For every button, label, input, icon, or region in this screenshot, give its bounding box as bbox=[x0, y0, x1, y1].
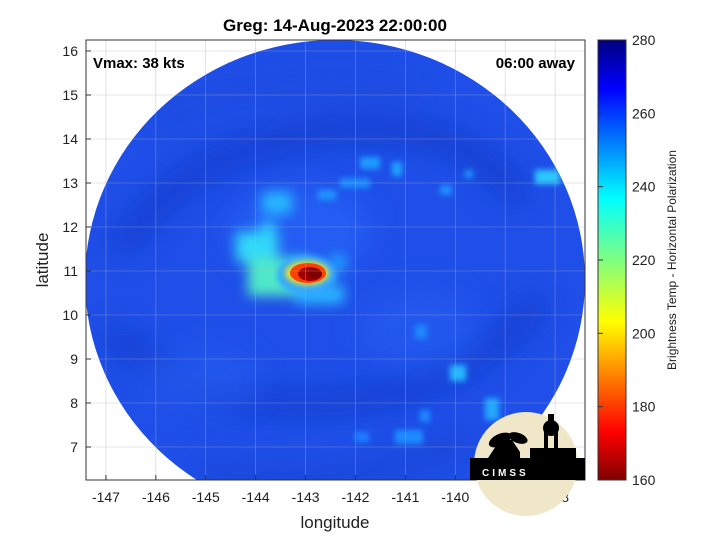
colorbar-tick-label: 220 bbox=[632, 252, 656, 268]
swath-image bbox=[86, 40, 585, 480]
colorbar-tick-label: 180 bbox=[632, 399, 656, 415]
x-tick-label: -144 bbox=[242, 489, 270, 505]
colorbar-tick-label: 280 bbox=[632, 32, 656, 48]
colorbar-tick-label: 240 bbox=[632, 179, 656, 195]
colorbar-ticks: 160 180 200 220 240 260 280 bbox=[598, 32, 656, 488]
x-tick-label: -147 bbox=[92, 489, 120, 505]
x-tick-label: -140 bbox=[441, 489, 469, 505]
grid bbox=[86, 40, 585, 480]
time-away-annotation: 06:00 away bbox=[496, 55, 576, 72]
x-tick-label: -145 bbox=[192, 489, 220, 505]
y-tick-label: 16 bbox=[62, 43, 78, 59]
cimss-logo: CIMSS bbox=[470, 412, 585, 516]
colorbar-tick-label: 200 bbox=[632, 325, 656, 341]
y-tick-label: 7 bbox=[70, 439, 78, 455]
logo-text: CIMSS bbox=[482, 468, 529, 479]
x-tick-label: -141 bbox=[391, 489, 419, 505]
x-tick-label: -142 bbox=[341, 489, 369, 505]
y-tick-label: 12 bbox=[62, 219, 78, 235]
plot-frame bbox=[85, 39, 586, 481]
colorbar-tick-label: 260 bbox=[632, 105, 656, 121]
y-tick-label: 15 bbox=[62, 87, 78, 103]
y-tick-label: 14 bbox=[62, 131, 78, 147]
x-axis-label: longitude bbox=[300, 513, 369, 532]
y-tick-label: 8 bbox=[70, 395, 78, 411]
x-tick-label: -143 bbox=[292, 489, 320, 505]
y-axis-label: latitude bbox=[33, 233, 52, 288]
vmax-annotation: Vmax: 38 kts bbox=[93, 55, 185, 72]
y-tick-label: 11 bbox=[63, 263, 78, 279]
y-axis: 7 8 9 10 11 12 13 14 15 16 bbox=[62, 43, 91, 455]
y-tick-label: 9 bbox=[70, 351, 78, 367]
y-tick-label: 10 bbox=[62, 307, 78, 323]
x-tick-label: -146 bbox=[142, 489, 170, 505]
colorbar-label: Brightness Temp - Horizontal Polarizatio… bbox=[665, 150, 679, 370]
chart-title: Greg: 14-Aug-2023 22:00:00 bbox=[223, 16, 447, 35]
eye-core bbox=[277, 255, 337, 295]
colorbar-tick-label: 160 bbox=[632, 472, 656, 488]
y-tick-label: 13 bbox=[62, 175, 78, 191]
